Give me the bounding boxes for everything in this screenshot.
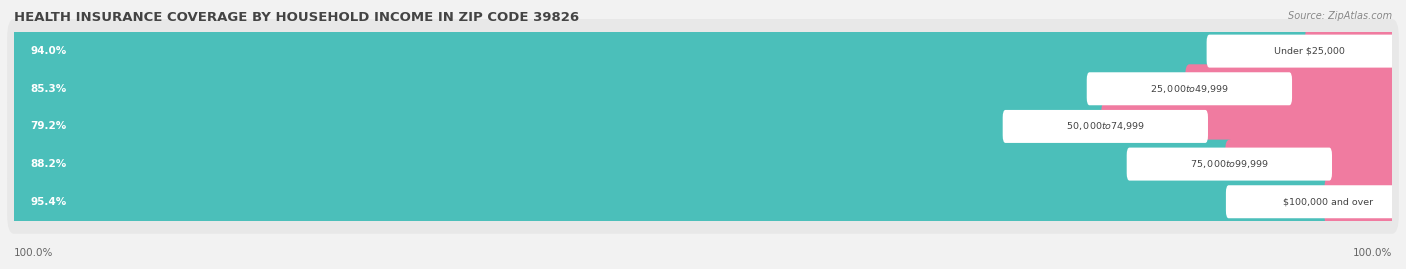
Legend: With Coverage, Without Coverage: With Coverage, Without Coverage [582, 267, 824, 269]
Text: $25,000 to $49,999: $25,000 to $49,999 [1150, 83, 1229, 95]
FancyBboxPatch shape [7, 132, 1399, 196]
FancyBboxPatch shape [7, 94, 1399, 158]
FancyBboxPatch shape [1087, 72, 1292, 105]
Text: Source: ZipAtlas.com: Source: ZipAtlas.com [1288, 11, 1392, 21]
Text: 100.0%: 100.0% [1353, 248, 1392, 258]
FancyBboxPatch shape [1185, 64, 1398, 113]
Text: $50,000 to $74,999: $50,000 to $74,999 [1066, 121, 1144, 132]
FancyBboxPatch shape [7, 170, 1399, 234]
FancyBboxPatch shape [1305, 27, 1396, 76]
Text: 100.0%: 100.0% [14, 248, 53, 258]
FancyBboxPatch shape [10, 140, 1233, 189]
Text: 85.3%: 85.3% [31, 84, 67, 94]
Text: 88.2%: 88.2% [31, 159, 67, 169]
Text: Under $25,000: Under $25,000 [1274, 47, 1344, 56]
FancyBboxPatch shape [1225, 140, 1396, 189]
FancyBboxPatch shape [1226, 185, 1406, 218]
Text: 94.0%: 94.0% [31, 46, 67, 56]
Text: HEALTH INSURANCE COVERAGE BY HOUSEHOLD INCOME IN ZIP CODE 39826: HEALTH INSURANCE COVERAGE BY HOUSEHOLD I… [14, 11, 579, 24]
Text: $100,000 and over: $100,000 and over [1284, 197, 1374, 206]
FancyBboxPatch shape [1126, 148, 1331, 180]
FancyBboxPatch shape [7, 57, 1399, 121]
FancyBboxPatch shape [1002, 110, 1208, 143]
Text: 79.2%: 79.2% [31, 121, 67, 132]
FancyBboxPatch shape [7, 19, 1399, 83]
FancyBboxPatch shape [1101, 102, 1396, 151]
FancyBboxPatch shape [10, 177, 1333, 226]
FancyBboxPatch shape [10, 102, 1109, 151]
FancyBboxPatch shape [10, 64, 1194, 113]
FancyBboxPatch shape [1324, 177, 1396, 226]
Text: $75,000 to $99,999: $75,000 to $99,999 [1189, 158, 1270, 170]
FancyBboxPatch shape [10, 27, 1313, 76]
FancyBboxPatch shape [1206, 35, 1406, 68]
Text: 95.4%: 95.4% [31, 197, 67, 207]
